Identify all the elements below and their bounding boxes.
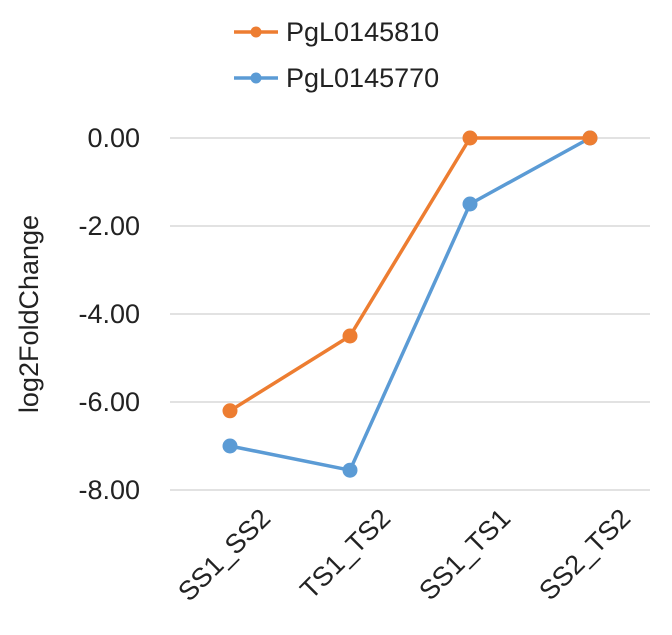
legend-label: PgL0145810	[286, 17, 439, 47]
x-tick-label: SS1_TS1	[413, 503, 516, 606]
series-line	[229, 136, 590, 413]
data-point	[222, 403, 238, 419]
series-2	[222, 130, 598, 478]
series-1	[222, 130, 598, 419]
series-lines	[222, 130, 598, 478]
y-axis-title: log2FoldChange	[14, 215, 44, 413]
data-point	[462, 196, 478, 212]
gridlines	[170, 137, 650, 491]
x-tick-label: TS1_TS2	[294, 503, 396, 605]
series-line	[229, 136, 591, 472]
data-point	[222, 438, 238, 454]
y-tick-label: -4.00	[78, 299, 140, 329]
legend-marker-swatch	[250, 26, 262, 38]
legend: PgL0145810 PgL0145770	[234, 17, 439, 93]
x-tick-labels: SS1_SS2 TS1_TS2 SS1_TS1 SS2_TS2	[172, 503, 636, 607]
legend-entry: PgL0145810	[234, 17, 439, 47]
data-point	[342, 328, 358, 344]
x-tick-label: SS1_SS2	[172, 503, 276, 607]
y-tick-label: 0.00	[87, 123, 140, 153]
legend-entry: PgL0145770	[234, 63, 439, 93]
y-tick-label: -2.00	[78, 211, 140, 241]
x-tick-label: SS2_TS2	[533, 503, 636, 606]
data-point	[462, 130, 478, 146]
y-tick-label: -6.00	[78, 387, 140, 417]
data-point	[582, 130, 598, 146]
legend-marker-swatch	[250, 72, 262, 84]
data-point	[342, 462, 358, 478]
legend-label: PgL0145770	[286, 63, 439, 93]
y-tick-labels: 0.00 -2.00 -4.00 -6.00 -8.00	[78, 123, 140, 505]
y-tick-label: -8.00	[78, 475, 140, 505]
